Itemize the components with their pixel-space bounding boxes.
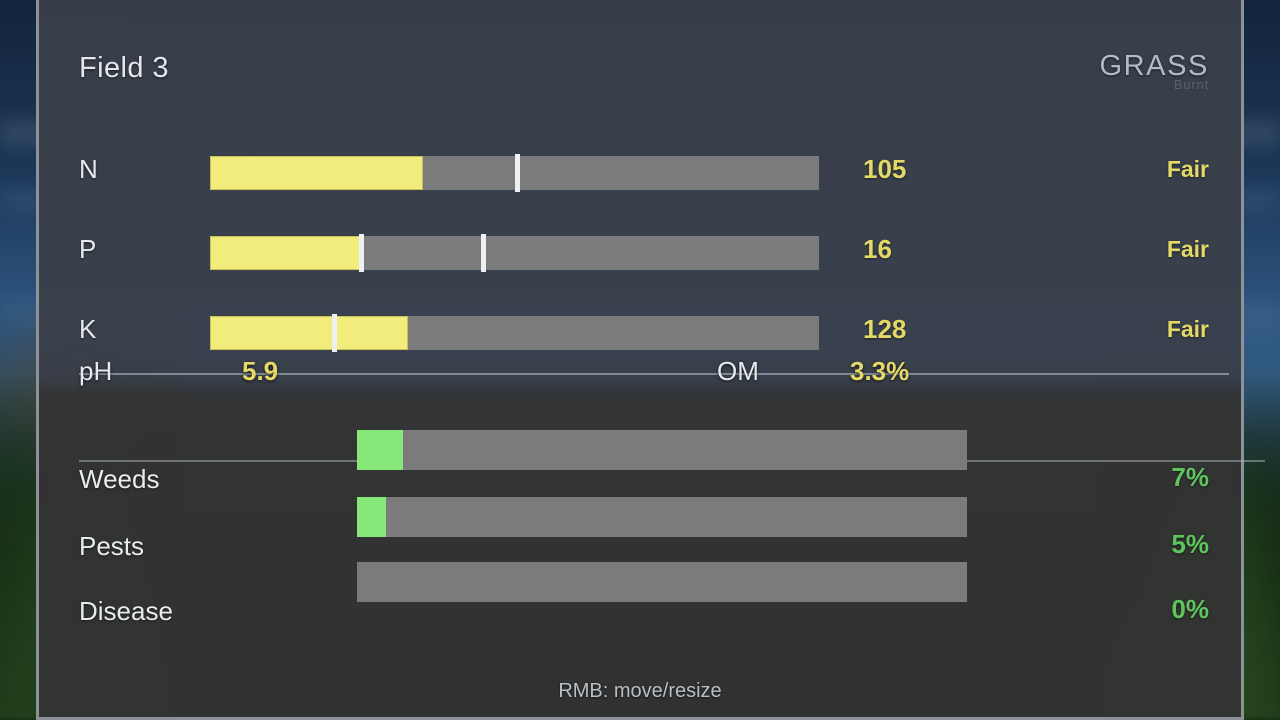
nutrient-status-k: Fair	[1166, 316, 1209, 342]
nutrient-row-k: K 128 Fair	[79, 308, 1209, 352]
threat-value-weeds: 7%	[1171, 462, 1209, 492]
nutrient-status-p: Fair	[1166, 236, 1209, 262]
nutrient-value-n: 105	[863, 154, 907, 184]
om-label: OM	[717, 356, 759, 386]
threat-fill-weeds	[357, 430, 403, 470]
soil-divider	[79, 373, 1229, 375]
threat-fill-pests	[357, 497, 387, 537]
threat-track-pests	[357, 497, 967, 537]
soil-summary-row: pH 5.9 OM 3.3%	[79, 356, 1229, 396]
nutrient-fill-edge-marker-p	[359, 234, 365, 272]
threat-track-disease	[357, 562, 967, 602]
nutrient-target-marker-n	[514, 154, 520, 192]
threat-row-weeds: Weeds 7%	[79, 430, 1209, 500]
threat-track-weeds	[357, 430, 967, 470]
threat-row-disease: Disease 0%	[79, 562, 1209, 632]
nutrient-key-p: P	[79, 234, 97, 264]
crop-type-block: GRASS Burnt	[1099, 50, 1209, 92]
nutrient-key-n: N	[79, 154, 98, 184]
nutrient-fill-p	[210, 236, 363, 270]
threat-row-pests: Pests 5%	[79, 497, 1209, 567]
threat-value-pests: 5%	[1171, 529, 1209, 559]
nutrient-track-n	[210, 154, 819, 192]
nutrient-target-marker-p	[481, 234, 486, 272]
field-info-panel[interactable]: Field 3 GRASS Burnt N 105 Fair P 16 Fair…	[36, 0, 1265, 720]
page-title: Field 3	[79, 52, 169, 84]
nutrient-row-p: P 16 Fair	[79, 228, 1209, 272]
nutrient-row-n: N 105 Fair	[79, 148, 1209, 192]
nutrient-track-p	[210, 234, 819, 272]
nutrient-key-k: K	[79, 314, 97, 344]
crop-stage-label: Burnt	[1173, 77, 1209, 92]
nutrient-track-k	[210, 314, 819, 352]
nutrient-fill-k	[210, 316, 408, 350]
crop-name-label: GRASS	[1099, 50, 1209, 82]
nutrient-value-p: 16	[863, 234, 892, 264]
threat-label-pests: Pests	[79, 531, 145, 561]
nutrient-fill-n	[210, 156, 424, 190]
threat-label-weeds: Weeds	[79, 464, 160, 494]
ph-label: pH	[79, 356, 113, 386]
nutrient-target-marker-k	[331, 314, 337, 352]
panel-header: Field 3 GRASS Burnt	[79, 50, 1209, 96]
threat-value-disease: 0%	[1171, 594, 1209, 624]
move-resize-hint: RMB: move/resize	[558, 680, 722, 702]
ph-value: 5.9	[242, 356, 279, 386]
nutrient-status-n: Fair	[1166, 156, 1209, 182]
threat-label-disease: Disease	[79, 596, 173, 626]
nutrient-value-k: 128	[863, 314, 907, 344]
om-value: 3.3%	[850, 356, 910, 386]
